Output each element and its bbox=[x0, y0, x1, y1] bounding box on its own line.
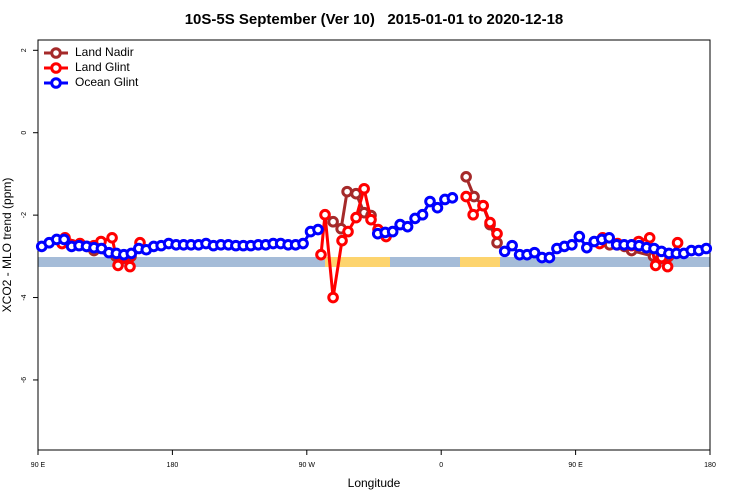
data-point bbox=[365, 213, 377, 226]
data-point bbox=[125, 247, 138, 260]
data-point bbox=[581, 241, 593, 254]
data-point bbox=[358, 182, 370, 195]
x-tick-label: 0 bbox=[439, 462, 443, 469]
data-point bbox=[700, 242, 713, 255]
legend-label: Land Nadir bbox=[75, 45, 134, 59]
data-point bbox=[566, 238, 578, 251]
data-point bbox=[528, 246, 541, 259]
data-point bbox=[431, 201, 444, 214]
data-point bbox=[58, 233, 70, 246]
legend-label: Ocean Glint bbox=[75, 75, 139, 89]
legend-marker bbox=[50, 47, 62, 59]
land-band bbox=[325, 257, 390, 267]
series-line bbox=[60, 188, 679, 298]
data-point bbox=[315, 248, 327, 261]
x-tick-label: 90 E bbox=[31, 462, 46, 469]
data-point bbox=[573, 230, 586, 243]
x-tick-label: 180 bbox=[167, 462, 179, 469]
y-tick-label: -6 bbox=[21, 377, 28, 383]
y-tick-label: -2 bbox=[21, 212, 28, 218]
y-tick-label: 2 bbox=[21, 48, 28, 52]
data-point bbox=[671, 236, 684, 249]
data-point bbox=[643, 231, 656, 244]
data-point bbox=[312, 223, 324, 236]
data-point bbox=[424, 195, 436, 208]
legend-marker bbox=[50, 77, 62, 89]
data-point bbox=[386, 225, 399, 238]
data-point bbox=[506, 239, 518, 252]
x-axis-label: Longitude bbox=[348, 476, 401, 490]
y-tick-label: 0 bbox=[21, 131, 28, 135]
legend-label: Land Glint bbox=[75, 60, 130, 74]
data-point bbox=[543, 251, 556, 264]
data-point bbox=[491, 236, 503, 249]
data-point bbox=[491, 227, 503, 240]
x-tick-label: 90 E bbox=[568, 462, 583, 469]
data-point bbox=[319, 208, 331, 221]
data-point bbox=[401, 220, 414, 233]
data-point bbox=[416, 208, 429, 221]
data-point bbox=[467, 208, 479, 221]
data-point bbox=[342, 225, 354, 238]
data-point bbox=[446, 192, 459, 204]
data-point bbox=[603, 231, 616, 244]
y-tick-label: -4 bbox=[21, 294, 28, 300]
data-point bbox=[477, 199, 489, 212]
data-point bbox=[106, 231, 118, 244]
data-point bbox=[661, 260, 674, 273]
data-point bbox=[341, 185, 353, 198]
data-point bbox=[460, 171, 472, 183]
data-point bbox=[336, 234, 348, 247]
data-point bbox=[124, 260, 136, 273]
land-band bbox=[460, 257, 500, 267]
data-point bbox=[460, 190, 472, 203]
data-point bbox=[350, 211, 362, 224]
data-point bbox=[350, 187, 362, 200]
data-point bbox=[327, 291, 339, 304]
data-point bbox=[649, 259, 662, 272]
chart-title: 10S-5S September (Ver 10) 2015-01-01 to … bbox=[185, 11, 564, 28]
x-tick-label: 90 W bbox=[299, 462, 316, 469]
data-point bbox=[112, 259, 124, 272]
data-point bbox=[297, 237, 309, 250]
data-point bbox=[327, 215, 339, 228]
x-tick-label: 180 bbox=[704, 462, 716, 469]
data-point bbox=[498, 245, 511, 258]
legend-marker bbox=[50, 62, 62, 74]
data-point bbox=[484, 216, 496, 229]
y-axis-label: XCO2 - MLO trend (ppm) bbox=[0, 178, 14, 313]
